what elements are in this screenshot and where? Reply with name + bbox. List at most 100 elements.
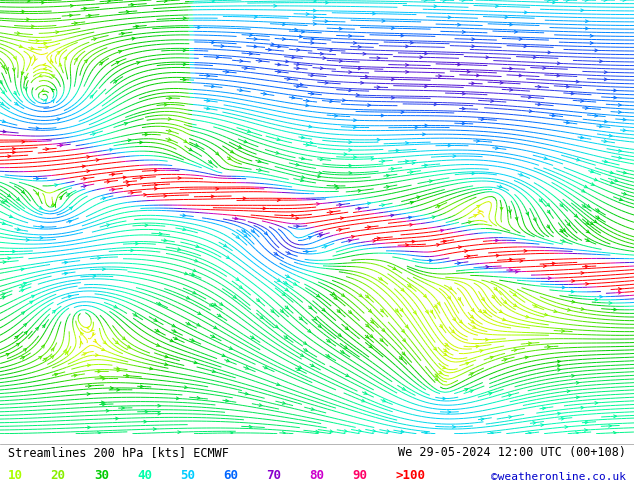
FancyArrowPatch shape — [299, 366, 302, 368]
FancyArrowPatch shape — [191, 273, 195, 275]
FancyArrowPatch shape — [623, 129, 626, 132]
FancyArrowPatch shape — [137, 62, 139, 64]
FancyArrowPatch shape — [413, 311, 416, 314]
FancyArrowPatch shape — [571, 290, 574, 293]
FancyArrowPatch shape — [545, 313, 547, 316]
FancyArrowPatch shape — [114, 80, 117, 83]
FancyArrowPatch shape — [623, 193, 626, 195]
FancyArrowPatch shape — [449, 287, 452, 290]
FancyArrowPatch shape — [275, 325, 278, 328]
FancyArrowPatch shape — [82, 165, 85, 168]
FancyArrowPatch shape — [391, 97, 394, 99]
FancyArrowPatch shape — [358, 430, 361, 432]
FancyArrowPatch shape — [508, 394, 512, 396]
FancyArrowPatch shape — [80, 342, 83, 344]
FancyArrowPatch shape — [525, 356, 528, 359]
FancyArrowPatch shape — [183, 78, 186, 81]
FancyArrowPatch shape — [191, 339, 194, 341]
Text: 70: 70 — [266, 468, 281, 482]
FancyArrowPatch shape — [600, 60, 602, 63]
FancyArrowPatch shape — [467, 255, 470, 258]
FancyArrowPatch shape — [465, 250, 467, 252]
FancyArrowPatch shape — [590, 170, 593, 173]
FancyArrowPatch shape — [466, 362, 469, 365]
FancyArrowPatch shape — [158, 412, 160, 415]
FancyArrowPatch shape — [88, 14, 91, 17]
FancyArrowPatch shape — [282, 38, 285, 40]
FancyArrowPatch shape — [296, 217, 299, 220]
FancyArrowPatch shape — [486, 338, 488, 341]
FancyArrowPatch shape — [368, 226, 370, 229]
FancyArrowPatch shape — [320, 67, 323, 70]
FancyArrowPatch shape — [287, 77, 290, 80]
FancyArrowPatch shape — [91, 328, 94, 331]
FancyArrowPatch shape — [338, 334, 341, 336]
FancyArrowPatch shape — [299, 35, 302, 38]
FancyArrowPatch shape — [301, 179, 304, 182]
FancyArrowPatch shape — [17, 228, 20, 231]
FancyArrowPatch shape — [510, 269, 512, 271]
FancyArrowPatch shape — [22, 312, 25, 315]
FancyArrowPatch shape — [22, 357, 25, 359]
FancyArrowPatch shape — [301, 30, 304, 33]
FancyArrowPatch shape — [558, 368, 560, 371]
FancyArrowPatch shape — [482, 297, 484, 301]
FancyArrowPatch shape — [314, 317, 316, 320]
FancyArrowPatch shape — [131, 3, 134, 6]
FancyArrowPatch shape — [349, 172, 352, 174]
FancyArrowPatch shape — [156, 329, 159, 332]
FancyArrowPatch shape — [306, 13, 309, 16]
FancyArrowPatch shape — [443, 366, 446, 369]
FancyArrowPatch shape — [1, 102, 4, 105]
Text: 10: 10 — [8, 468, 23, 482]
FancyArrowPatch shape — [313, 23, 316, 25]
FancyArrowPatch shape — [391, 214, 394, 217]
FancyArrowPatch shape — [52, 203, 55, 206]
FancyArrowPatch shape — [243, 197, 246, 200]
FancyArrowPatch shape — [351, 235, 354, 238]
FancyArrowPatch shape — [310, 142, 313, 144]
FancyArrowPatch shape — [306, 99, 309, 102]
FancyArrowPatch shape — [40, 237, 42, 239]
FancyArrowPatch shape — [42, 324, 45, 328]
FancyArrowPatch shape — [25, 76, 27, 79]
FancyArrowPatch shape — [238, 146, 242, 148]
FancyArrowPatch shape — [81, 332, 83, 335]
FancyArrowPatch shape — [412, 240, 415, 243]
FancyArrowPatch shape — [301, 136, 304, 139]
FancyArrowPatch shape — [576, 396, 579, 399]
FancyArrowPatch shape — [6, 67, 8, 71]
FancyArrowPatch shape — [534, 305, 537, 307]
FancyArrowPatch shape — [424, 164, 427, 167]
FancyArrowPatch shape — [36, 327, 38, 330]
FancyArrowPatch shape — [8, 257, 11, 260]
FancyArrowPatch shape — [358, 207, 361, 210]
FancyArrowPatch shape — [462, 92, 465, 95]
FancyArrowPatch shape — [2, 91, 4, 94]
FancyArrowPatch shape — [486, 56, 489, 59]
FancyArrowPatch shape — [377, 138, 380, 141]
FancyArrowPatch shape — [481, 418, 484, 421]
FancyArrowPatch shape — [140, 176, 143, 179]
FancyArrowPatch shape — [226, 256, 230, 259]
FancyArrowPatch shape — [164, 195, 167, 197]
FancyArrowPatch shape — [415, 126, 418, 129]
FancyArrowPatch shape — [220, 302, 223, 305]
FancyArrowPatch shape — [604, 71, 607, 73]
FancyArrowPatch shape — [574, 214, 578, 217]
FancyArrowPatch shape — [252, 230, 255, 232]
FancyArrowPatch shape — [42, 1, 44, 4]
FancyArrowPatch shape — [114, 305, 117, 308]
FancyArrowPatch shape — [327, 354, 330, 357]
FancyArrowPatch shape — [515, 217, 518, 220]
FancyArrowPatch shape — [230, 150, 233, 153]
FancyArrowPatch shape — [103, 403, 105, 406]
FancyArrowPatch shape — [503, 300, 507, 303]
FancyArrowPatch shape — [10, 215, 13, 218]
FancyArrowPatch shape — [150, 367, 153, 370]
FancyArrowPatch shape — [581, 189, 585, 192]
FancyArrowPatch shape — [55, 373, 58, 376]
FancyArrowPatch shape — [496, 5, 498, 7]
FancyArrowPatch shape — [36, 127, 39, 130]
FancyArrowPatch shape — [458, 246, 462, 248]
